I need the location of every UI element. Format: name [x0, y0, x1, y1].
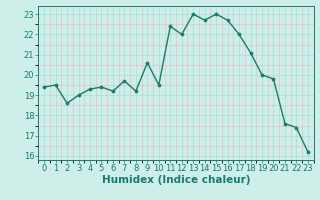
X-axis label: Humidex (Indice chaleur): Humidex (Indice chaleur)	[102, 175, 250, 185]
